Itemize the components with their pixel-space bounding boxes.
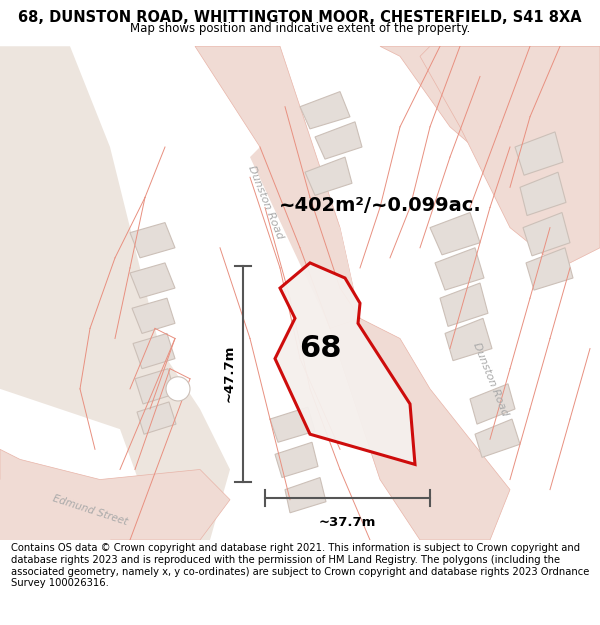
Polygon shape xyxy=(330,318,510,540)
Polygon shape xyxy=(440,283,488,326)
Polygon shape xyxy=(135,369,175,404)
Polygon shape xyxy=(250,147,360,328)
Polygon shape xyxy=(523,213,570,256)
Polygon shape xyxy=(315,122,362,159)
Text: Dunston Road: Dunston Road xyxy=(470,341,509,417)
Polygon shape xyxy=(470,384,515,424)
Text: 68: 68 xyxy=(299,334,341,363)
Polygon shape xyxy=(133,333,175,369)
Text: ~402m²/~0.099ac.: ~402m²/~0.099ac. xyxy=(278,196,481,215)
Text: ~37.7m: ~37.7m xyxy=(319,516,376,529)
Polygon shape xyxy=(0,449,230,540)
Circle shape xyxy=(166,377,190,401)
Polygon shape xyxy=(300,92,350,129)
Polygon shape xyxy=(420,46,600,268)
Text: Map shows position and indicative extent of the property.: Map shows position and indicative extent… xyxy=(130,22,470,34)
Polygon shape xyxy=(380,46,600,188)
Polygon shape xyxy=(475,419,520,457)
Polygon shape xyxy=(132,298,175,333)
Polygon shape xyxy=(430,213,480,255)
Text: 68, DUNSTON ROAD, WHITTINGTON MOOR, CHESTERFIELD, S41 8XA: 68, DUNSTON ROAD, WHITTINGTON MOOR, CHES… xyxy=(18,10,582,25)
Polygon shape xyxy=(285,478,326,512)
Polygon shape xyxy=(445,318,492,361)
Polygon shape xyxy=(130,222,175,258)
Text: Contains OS data © Crown copyright and database right 2021. This information is : Contains OS data © Crown copyright and d… xyxy=(11,543,589,588)
Polygon shape xyxy=(515,132,563,175)
Text: Edmund Street: Edmund Street xyxy=(51,493,129,527)
Polygon shape xyxy=(137,402,176,434)
Polygon shape xyxy=(275,263,415,464)
Polygon shape xyxy=(490,46,600,127)
Polygon shape xyxy=(130,263,175,298)
Polygon shape xyxy=(195,46,360,328)
Polygon shape xyxy=(0,469,130,540)
Polygon shape xyxy=(520,173,566,216)
Polygon shape xyxy=(0,46,230,540)
Polygon shape xyxy=(435,248,484,290)
Polygon shape xyxy=(270,407,315,442)
Polygon shape xyxy=(526,248,573,290)
Polygon shape xyxy=(275,442,318,478)
Text: Dunston Road: Dunston Road xyxy=(245,164,284,241)
Text: ~47.7m: ~47.7m xyxy=(223,345,235,403)
Polygon shape xyxy=(305,157,352,196)
